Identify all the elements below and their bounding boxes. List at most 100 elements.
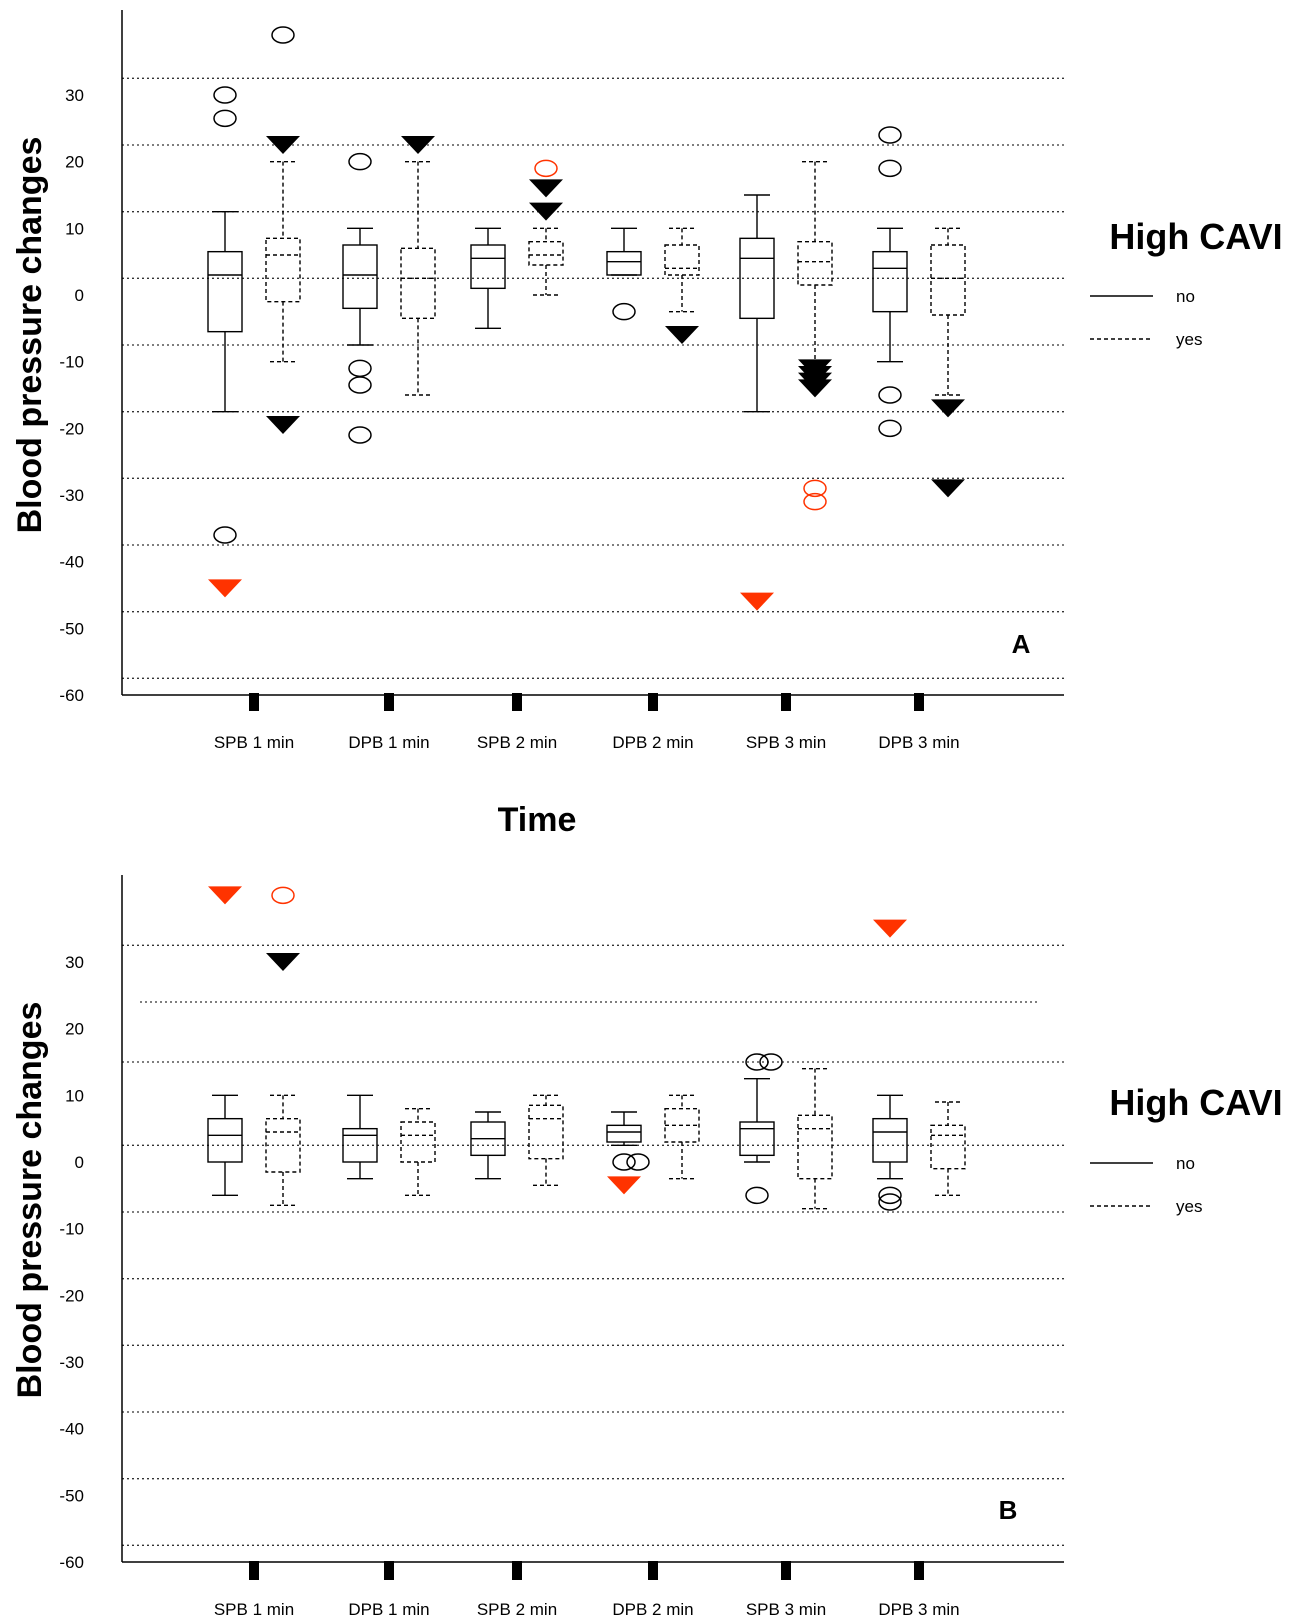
outlier-circle — [878, 126, 902, 144]
x-tick-label: DPB 1 min — [348, 733, 429, 752]
outlier-circle — [803, 492, 827, 511]
outlier-triangle — [208, 886, 242, 905]
y-tick-label: -20 — [59, 1286, 84, 1305]
box-iqr — [930, 1124, 966, 1170]
outlier-triangle — [798, 372, 832, 391]
y-tick-label: -40 — [59, 1420, 84, 1439]
outlier-circle — [878, 1186, 902, 1205]
x-tick-mark — [781, 1561, 791, 1580]
box-yes-2 — [528, 227, 564, 296]
x-tick-mark — [249, 693, 259, 711]
x-tick-label: SPB 1 min — [214, 1600, 294, 1619]
x-tick-label: DPB 3 min — [878, 733, 959, 752]
box-iqr — [606, 1124, 642, 1143]
y-tick-label: -40 — [59, 553, 84, 572]
outlier-circle — [213, 86, 237, 104]
y-tick-label: 0 — [75, 1153, 84, 1172]
box-iqr — [606, 250, 642, 276]
legend-title: High CAVI — [1109, 216, 1282, 257]
y-tick-label: 10 — [65, 1086, 84, 1105]
box-no-3 — [606, 227, 642, 276]
box-iqr — [265, 1117, 301, 1173]
y-tick-label: -20 — [59, 419, 84, 438]
outlier-circle — [759, 1053, 783, 1071]
legend-label-yes: yes — [1176, 1197, 1202, 1216]
x-tick-label: DPB 2 min — [612, 733, 693, 752]
panel-label: B — [999, 1495, 1018, 1525]
x-tick-label: SPB 2 min — [477, 733, 557, 752]
outlier-circle — [612, 1153, 636, 1171]
y-tick-label: -30 — [59, 486, 84, 505]
box-yes-3 — [664, 227, 700, 313]
box-no-1 — [342, 1094, 378, 1180]
outlier-circle — [213, 526, 237, 544]
outlier-triangle — [607, 1176, 641, 1195]
y-tick-label: 30 — [65, 953, 84, 972]
outlier-triangle — [665, 326, 699, 344]
y-axis-title: Blood pressure changes — [11, 137, 49, 534]
box-iqr — [797, 1114, 833, 1180]
box-iqr — [400, 1121, 436, 1163]
outlier-circle — [534, 159, 558, 178]
box-no-4 — [739, 194, 775, 413]
x-tick-mark — [648, 693, 658, 711]
outlier-circle — [213, 109, 237, 128]
outlier-triangle — [529, 179, 563, 198]
outlier-circle — [745, 1186, 769, 1205]
outlier-circle — [878, 1193, 902, 1211]
outlier-triangle — [401, 136, 435, 154]
legend: High CAVI no yes — [1090, 216, 1283, 349]
y-tick-label: -50 — [59, 1486, 84, 1505]
outlier-triangle — [266, 136, 300, 154]
box-yes-4 — [797, 1067, 833, 1210]
outlier-circle — [612, 302, 636, 321]
box-no-5 — [872, 227, 908, 363]
panel-label: A — [1012, 629, 1031, 659]
y-tick-label: 10 — [65, 219, 84, 238]
outlier-circle — [271, 26, 295, 44]
outlier-circle — [803, 479, 827, 498]
outlier-circle — [878, 419, 902, 438]
outlier-circle — [348, 152, 372, 171]
outlier-circle — [878, 386, 902, 404]
outlier-circle — [348, 359, 372, 378]
box-yes-4 — [797, 160, 833, 363]
box-iqr — [528, 1104, 564, 1160]
box-iqr — [400, 247, 436, 320]
x-tick-label: SPB 3 min — [746, 733, 826, 752]
box-yes-5 — [930, 227, 966, 396]
x-tick-label: DPB 3 min — [878, 1600, 959, 1619]
legend-label-no: no — [1176, 1154, 1195, 1173]
outlier-circle — [348, 376, 372, 394]
x-tick-mark — [914, 693, 924, 711]
box-no-3 — [606, 1111, 642, 1147]
y-tick-label: 0 — [75, 286, 84, 305]
outlier-circle — [745, 1053, 769, 1071]
legend-label-no: no — [1176, 287, 1195, 306]
box-yes-2 — [528, 1094, 564, 1187]
box-no-1 — [342, 227, 378, 346]
box-yes-5 — [930, 1101, 966, 1197]
legend: High CAVI no yes — [1090, 1082, 1283, 1216]
x-tick-label: DPB 2 min — [612, 1600, 693, 1619]
box-iqr — [664, 1107, 700, 1143]
time-axis-title: Time — [498, 801, 577, 839]
x-tick-mark — [648, 1561, 658, 1580]
y-tick-label: -10 — [59, 1220, 84, 1239]
box-iqr — [664, 244, 700, 276]
box-iqr — [342, 1127, 378, 1163]
outlier-triangle — [266, 416, 300, 434]
box-no-2 — [470, 227, 506, 330]
x-tick-mark — [512, 1561, 522, 1580]
x-tick-mark — [781, 693, 791, 711]
outlier-triangle — [873, 919, 907, 938]
y-axis-title: Blood pressure changes — [11, 1002, 49, 1399]
box-no-2 — [470, 1111, 506, 1180]
box-iqr — [930, 244, 966, 316]
y-tick-label: -30 — [59, 1353, 84, 1372]
y-tick-label: -50 — [59, 619, 84, 638]
box-no-5 — [872, 1094, 908, 1180]
box-yes-0 — [265, 1094, 301, 1207]
y-tick-label: -60 — [59, 1553, 84, 1572]
